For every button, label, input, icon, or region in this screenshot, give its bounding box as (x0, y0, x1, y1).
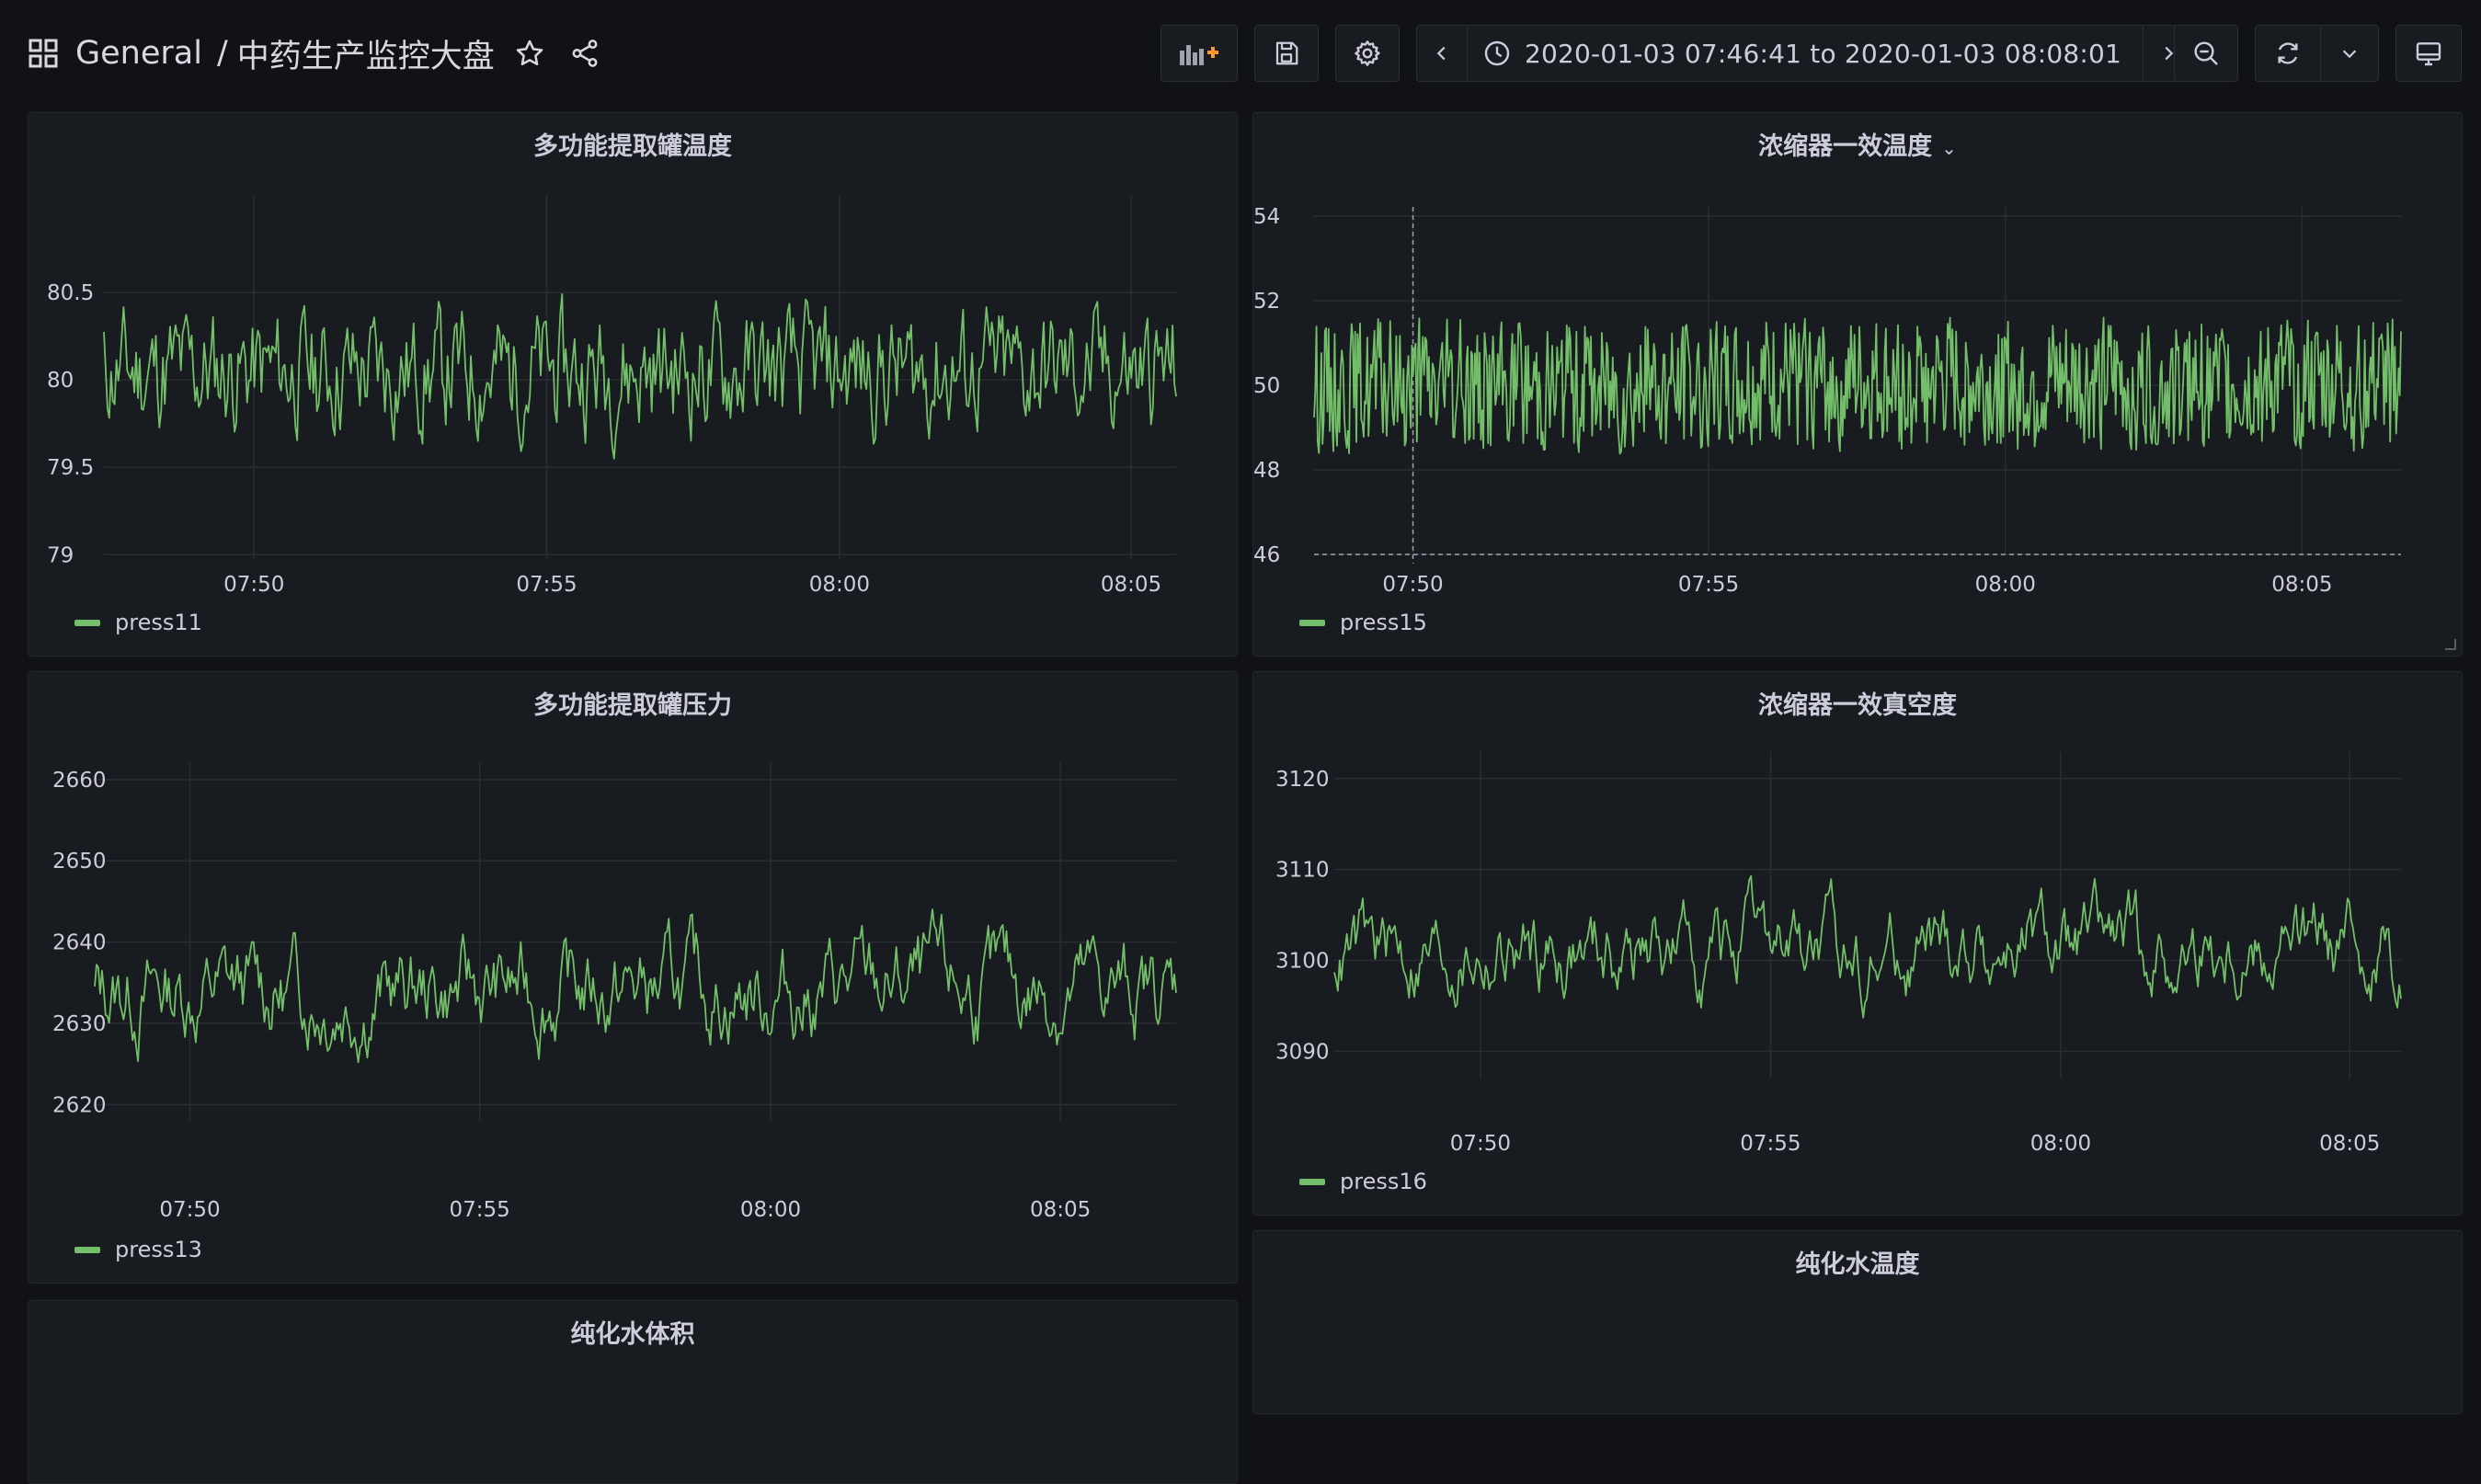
chevron-down-icon[interactable]: ⌄ (1941, 137, 1957, 159)
y-tick-label: 3110 (1275, 859, 1330, 883)
x-tick-label: 08:05 (1101, 573, 1161, 597)
chevron-left-icon (1432, 43, 1452, 63)
legend-series-name: press15 (1340, 610, 1427, 635)
line-chart: 2620 2630 2640 2650 2660 07:50 07:55 08:00 08:05 (52, 762, 1177, 1222)
y-tick-label: 80 (47, 369, 74, 393)
legend-series-name: press16 (1340, 1169, 1427, 1194)
y-tick-label: 3120 (1275, 768, 1330, 792)
panel-title[interactable]: 纯化水体积 (570, 1320, 695, 1349)
panel-extractor-pressure[interactable]: 多功能提取罐压力 2620 2630 2640 2650 2660 07:50 07:55 0… (28, 671, 1238, 1284)
zoom-out-button[interactable] (2174, 25, 2238, 82)
y-tick-label: 46 (1253, 543, 1280, 567)
panel-title[interactable]: 浓缩器一效温度 ⌄ (1253, 126, 2462, 162)
breadcrumb-folder[interactable]: General (75, 35, 202, 72)
x-tick-label: 07:55 (450, 1198, 510, 1222)
y-tick-label: 52 (1253, 290, 1280, 314)
legend-series-name: press11 (115, 610, 202, 635)
refresh-interval-dropdown[interactable] (2320, 25, 2379, 82)
y-tick-label: 2630 (52, 1012, 107, 1036)
add-panel-button[interactable] (1160, 25, 1238, 82)
series-line-press15 (1313, 316, 2402, 455)
x-tick-label: 07:50 (1450, 1132, 1511, 1156)
panel-title[interactable]: 多功能提取罐温度 (533, 132, 732, 161)
time-range-back-button[interactable] (1416, 25, 1468, 82)
panel-concentrator-temperature[interactable]: 浓缩器一效温度 ⌄ 46 48 50 52 54 07:50 07:55 08:00 08:05 … (1252, 112, 2463, 656)
legend-item[interactable]: press15 (1299, 610, 1427, 635)
y-tick-label: 48 (1253, 459, 1280, 483)
save-dashboard-button[interactable] (1254, 25, 1319, 82)
star-icon[interactable] (509, 33, 550, 74)
settings-button[interactable] (1335, 25, 1400, 82)
y-tick-label: 79.5 (47, 456, 94, 480)
x-tick-label: 08:00 (809, 573, 870, 597)
add-panel-icon (1176, 38, 1222, 69)
chevron-right-icon (2158, 43, 2178, 63)
clock-icon (1482, 39, 1512, 68)
save-icon (1273, 40, 1300, 67)
breadcrumb-separator: / (216, 35, 228, 72)
panel-title-text: 浓缩器一效温度 (1758, 132, 1933, 161)
y-tick-label: 2660 (52, 769, 107, 793)
x-tick-label: 08:00 (740, 1198, 801, 1222)
panel-title[interactable]: 浓缩器一效真空度 (1758, 691, 1957, 720)
panel-title[interactable]: 纯化水温度 (1795, 1250, 1920, 1279)
y-tick-label: 79 (47, 543, 74, 567)
x-tick-label: 08:00 (2030, 1132, 2091, 1156)
y-tick-label: 3100 (1275, 949, 1330, 973)
x-tick-label: 08:05 (2319, 1132, 2380, 1156)
legend-item[interactable]: press13 (74, 1237, 202, 1262)
x-tick-label: 07:50 (159, 1198, 220, 1222)
x-tick-label: 08:05 (1030, 1198, 1091, 1222)
monitor-icon (2414, 39, 2443, 68)
chevron-down-icon (2339, 43, 2360, 63)
x-tick-label: 07:55 (516, 573, 577, 597)
series-line-press11 (103, 292, 1177, 460)
line-chart: 79 79.5 80 80.5 07:50 07:55 08:00 08:05 (47, 196, 1177, 597)
y-tick-label: 2640 (52, 931, 107, 955)
panel-purified-water-volume[interactable]: 纯化水体积 (28, 1300, 1238, 1484)
zoom-out-icon (2191, 39, 2221, 68)
x-tick-label: 07:55 (1740, 1132, 1801, 1156)
y-tick-label: 80.5 (47, 281, 94, 305)
x-tick-label: 07:55 (1678, 573, 1739, 597)
panel-title[interactable]: 多功能提取罐压力 (533, 691, 732, 720)
series-color-swatch (74, 1246, 100, 1253)
resize-handle[interactable] (2445, 639, 2456, 650)
page-title[interactable]: 中药生产监控大盘 (236, 38, 495, 75)
x-tick-label: 08:00 (1975, 573, 2036, 597)
x-tick-label: 07:50 (1382, 573, 1443, 597)
series-color-swatch (1299, 619, 1325, 626)
top-navbar: General / 中药生产监控大盘 2020-01-03 07:46:41 (0, 0, 2481, 107)
y-tick-label: 3090 (1275, 1040, 1330, 1064)
x-tick-label: 07:50 (223, 573, 284, 597)
y-tick-label: 2650 (52, 850, 107, 873)
refresh-icon (2273, 39, 2303, 68)
y-tick-label: 50 (1253, 374, 1280, 398)
legend-item[interactable]: press16 (1299, 1169, 1427, 1194)
line-chart: 3090 3100 3110 3120 07:50 07:55 08:00 08:05 (1275, 751, 2402, 1156)
time-range-label: 2020-01-03 07:46:41 to 2020-01-03 08:08:… (1525, 38, 2122, 69)
time-range-picker[interactable]: 2020-01-03 07:46:41 to 2020-01-03 08:08:… (1467, 25, 2161, 82)
line-chart: 46 48 50 52 54 07:50 07:55 08:00 08:05 (1253, 205, 2402, 597)
legend-item[interactable]: press11 (74, 610, 202, 635)
panel-extractor-temperature[interactable]: 多功能提取罐温度 79 79.5 80 80.5 07:50 07:55 08:00 08:0… (28, 112, 1238, 656)
series-color-swatch (74, 619, 100, 626)
series-line-press16 (1333, 874, 2402, 1019)
panel-purified-water-temperature[interactable]: 纯化水温度 (1252, 1230, 2463, 1414)
legend-series-name: press13 (115, 1237, 202, 1262)
gear-icon (1353, 39, 1382, 68)
share-icon[interactable] (565, 33, 605, 74)
grid-icon[interactable] (28, 38, 59, 69)
series-color-swatch (1299, 1178, 1325, 1185)
series-line-press13 (94, 908, 1177, 1064)
breadcrumb: General / 中药生产监控大盘 (28, 28, 605, 79)
y-tick-label: 2620 (52, 1093, 107, 1117)
panel-concentrator-vacuum[interactable]: 浓缩器一效真空度 3090 3100 3110 3120 07:50 07:55 08:00… (1252, 671, 2463, 1216)
tv-mode-button[interactable] (2395, 25, 2462, 82)
y-tick-label: 54 (1253, 205, 1280, 229)
x-tick-label: 08:05 (2271, 573, 2332, 597)
refresh-button[interactable] (2255, 25, 2321, 82)
